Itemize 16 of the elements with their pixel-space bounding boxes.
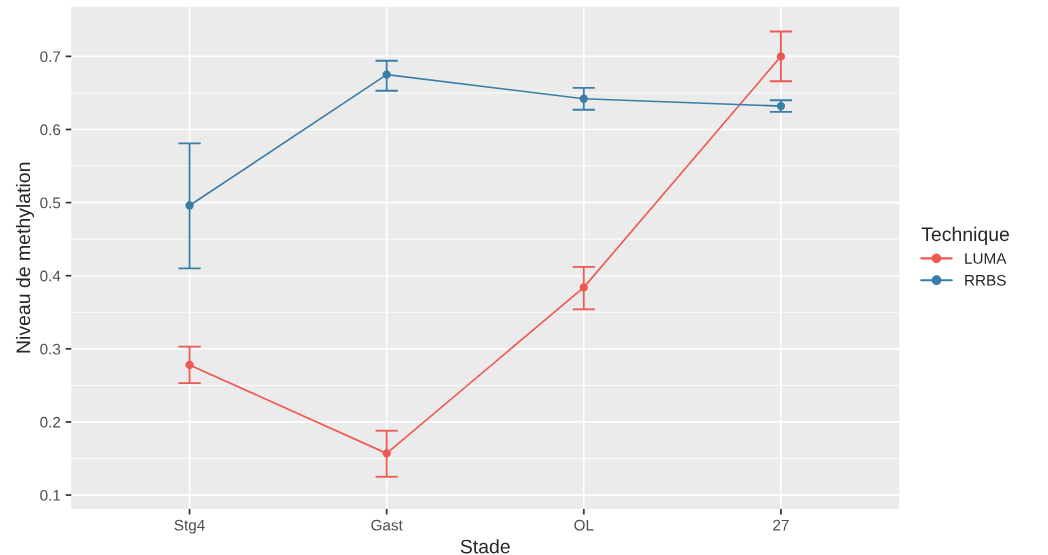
y-tick-label: 0.6 — [40, 124, 61, 136]
y-tick-label: 0.5 — [40, 197, 61, 209]
legend-label: RRBS — [965, 274, 1006, 286]
y-tick-label: 0.7 — [40, 51, 61, 63]
x-tick-label: OL — [574, 519, 594, 531]
y-axis-title: Niveau de methylation — [15, 162, 35, 353]
x-axis-title: Stade — [460, 539, 510, 554]
x-tick-label: 27 — [773, 519, 789, 531]
legend-title: Technique — [921, 226, 1009, 245]
y-tick-label: 0.3 — [40, 343, 61, 355]
y-tick-label: 0.4 — [40, 270, 61, 282]
x-tick-label: Gast — [371, 519, 403, 531]
legend-label: LUMA — [965, 253, 1007, 264]
y-tick-label: 0.2 — [40, 416, 61, 428]
y-tick-label: 0.1 — [40, 489, 61, 501]
x-tick-label: Stg4 — [174, 519, 205, 534]
